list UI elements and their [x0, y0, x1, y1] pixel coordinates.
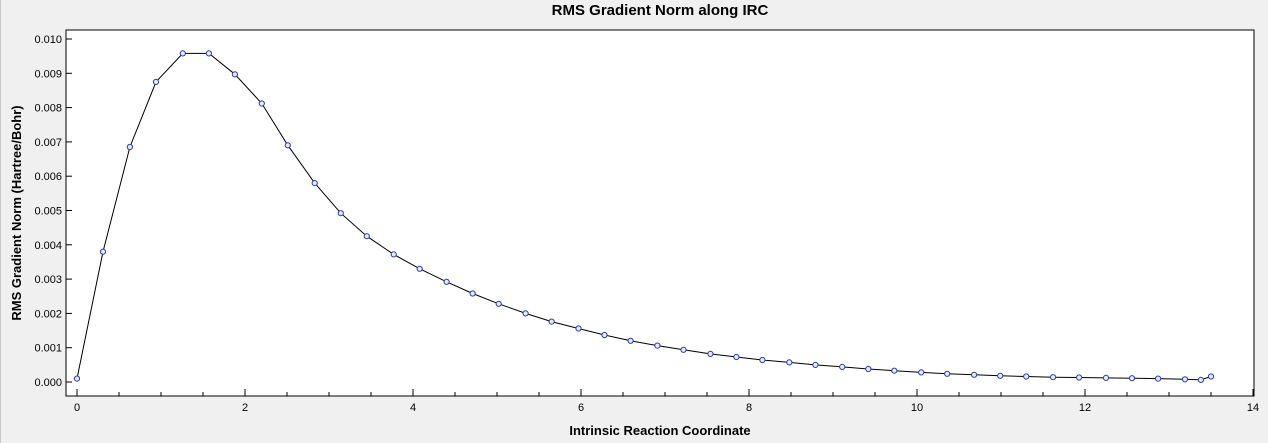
- x-tick-label: 2: [242, 402, 248, 414]
- x-tick-label: 10: [911, 402, 923, 414]
- data-point-marker: [575, 325, 582, 332]
- x-tick-label: 4: [410, 402, 416, 414]
- data-point-marker: [1207, 373, 1215, 380]
- data-point-marker: [495, 300, 502, 307]
- data-point-marker: [99, 248, 107, 255]
- y-tick-label: 0.004: [34, 240, 62, 252]
- data-point-marker: [337, 210, 344, 217]
- data-point-marker: [152, 78, 160, 86]
- data-point-marker: [971, 371, 978, 378]
- data-point-marker: [390, 251, 397, 258]
- x-tick-label: 12: [1079, 402, 1091, 414]
- data-point-marker: [707, 350, 714, 357]
- y-tick-label: 0.009: [34, 68, 62, 80]
- data-point-marker: [522, 310, 529, 317]
- x-tick-label: 6: [578, 402, 584, 414]
- data-point-marker: [548, 318, 555, 325]
- data-point-marker: [126, 143, 133, 151]
- data-point-marker: [627, 337, 634, 344]
- y-tick-label: 0.010: [34, 34, 62, 46]
- y-tick-label: 0.002: [34, 308, 62, 320]
- data-point-marker: [891, 367, 898, 374]
- data-point-marker: [1181, 376, 1189, 383]
- data-point-marker: [839, 363, 846, 370]
- data-point-marker: [1102, 374, 1110, 381]
- data-point-marker: [258, 100, 265, 107]
- data-point-marker: [1197, 376, 1205, 383]
- data-point-marker: [997, 372, 1004, 379]
- data-point-marker: [733, 353, 740, 361]
- data-point-marker: [443, 278, 450, 285]
- data-point-marker: [918, 369, 925, 376]
- data-point-marker: [469, 290, 476, 297]
- data-point-marker: [1050, 374, 1057, 381]
- y-tick-label: 0.003: [34, 274, 62, 286]
- data-point-marker: [786, 359, 793, 366]
- data-point-marker: [179, 50, 186, 57]
- y-tick-label: 0.007: [34, 137, 62, 149]
- data-point-marker: [1076, 374, 1083, 381]
- data-point-marker: [759, 356, 766, 364]
- plot-area: [65, 29, 1255, 397]
- data-point-marker: [601, 331, 608, 339]
- data-point-marker: [205, 50, 212, 57]
- data-point-marker: [865, 365, 872, 373]
- data-point-marker: [1023, 373, 1030, 380]
- data-point-marker: [680, 346, 687, 353]
- y-tick-label: 0.001: [34, 343, 62, 355]
- data-point-marker: [284, 142, 291, 149]
- x-tick-label: 8: [746, 402, 752, 414]
- data-point-marker: [416, 265, 423, 272]
- data-point-marker: [944, 370, 951, 377]
- data-point-marker: [1155, 375, 1162, 382]
- y-tick-label: 0.008: [34, 103, 62, 115]
- data-point-marker: [73, 375, 81, 382]
- x-tick-label: 14: [1247, 402, 1259, 414]
- data-point-marker: [311, 180, 318, 187]
- data-point-marker: [231, 71, 238, 78]
- data-point-marker: [812, 361, 819, 368]
- data-point-marker: [1128, 375, 1136, 382]
- y-tick-label: 0.006: [34, 171, 62, 183]
- chart-title: RMS Gradient Norm along IRC: [551, 2, 769, 19]
- data-point-marker: [654, 342, 661, 349]
- x-tick-label: 0: [74, 402, 80, 414]
- y-tick-label: 0.000: [34, 377, 62, 389]
- data-point-marker: [363, 233, 370, 240]
- x-axis-label: Intrinsic Reaction Coordinate: [569, 423, 751, 438]
- y-tick-label: 0.005: [34, 206, 62, 218]
- y-axis-label: RMS Gradient Norm (Hartree/Bohr): [9, 105, 24, 321]
